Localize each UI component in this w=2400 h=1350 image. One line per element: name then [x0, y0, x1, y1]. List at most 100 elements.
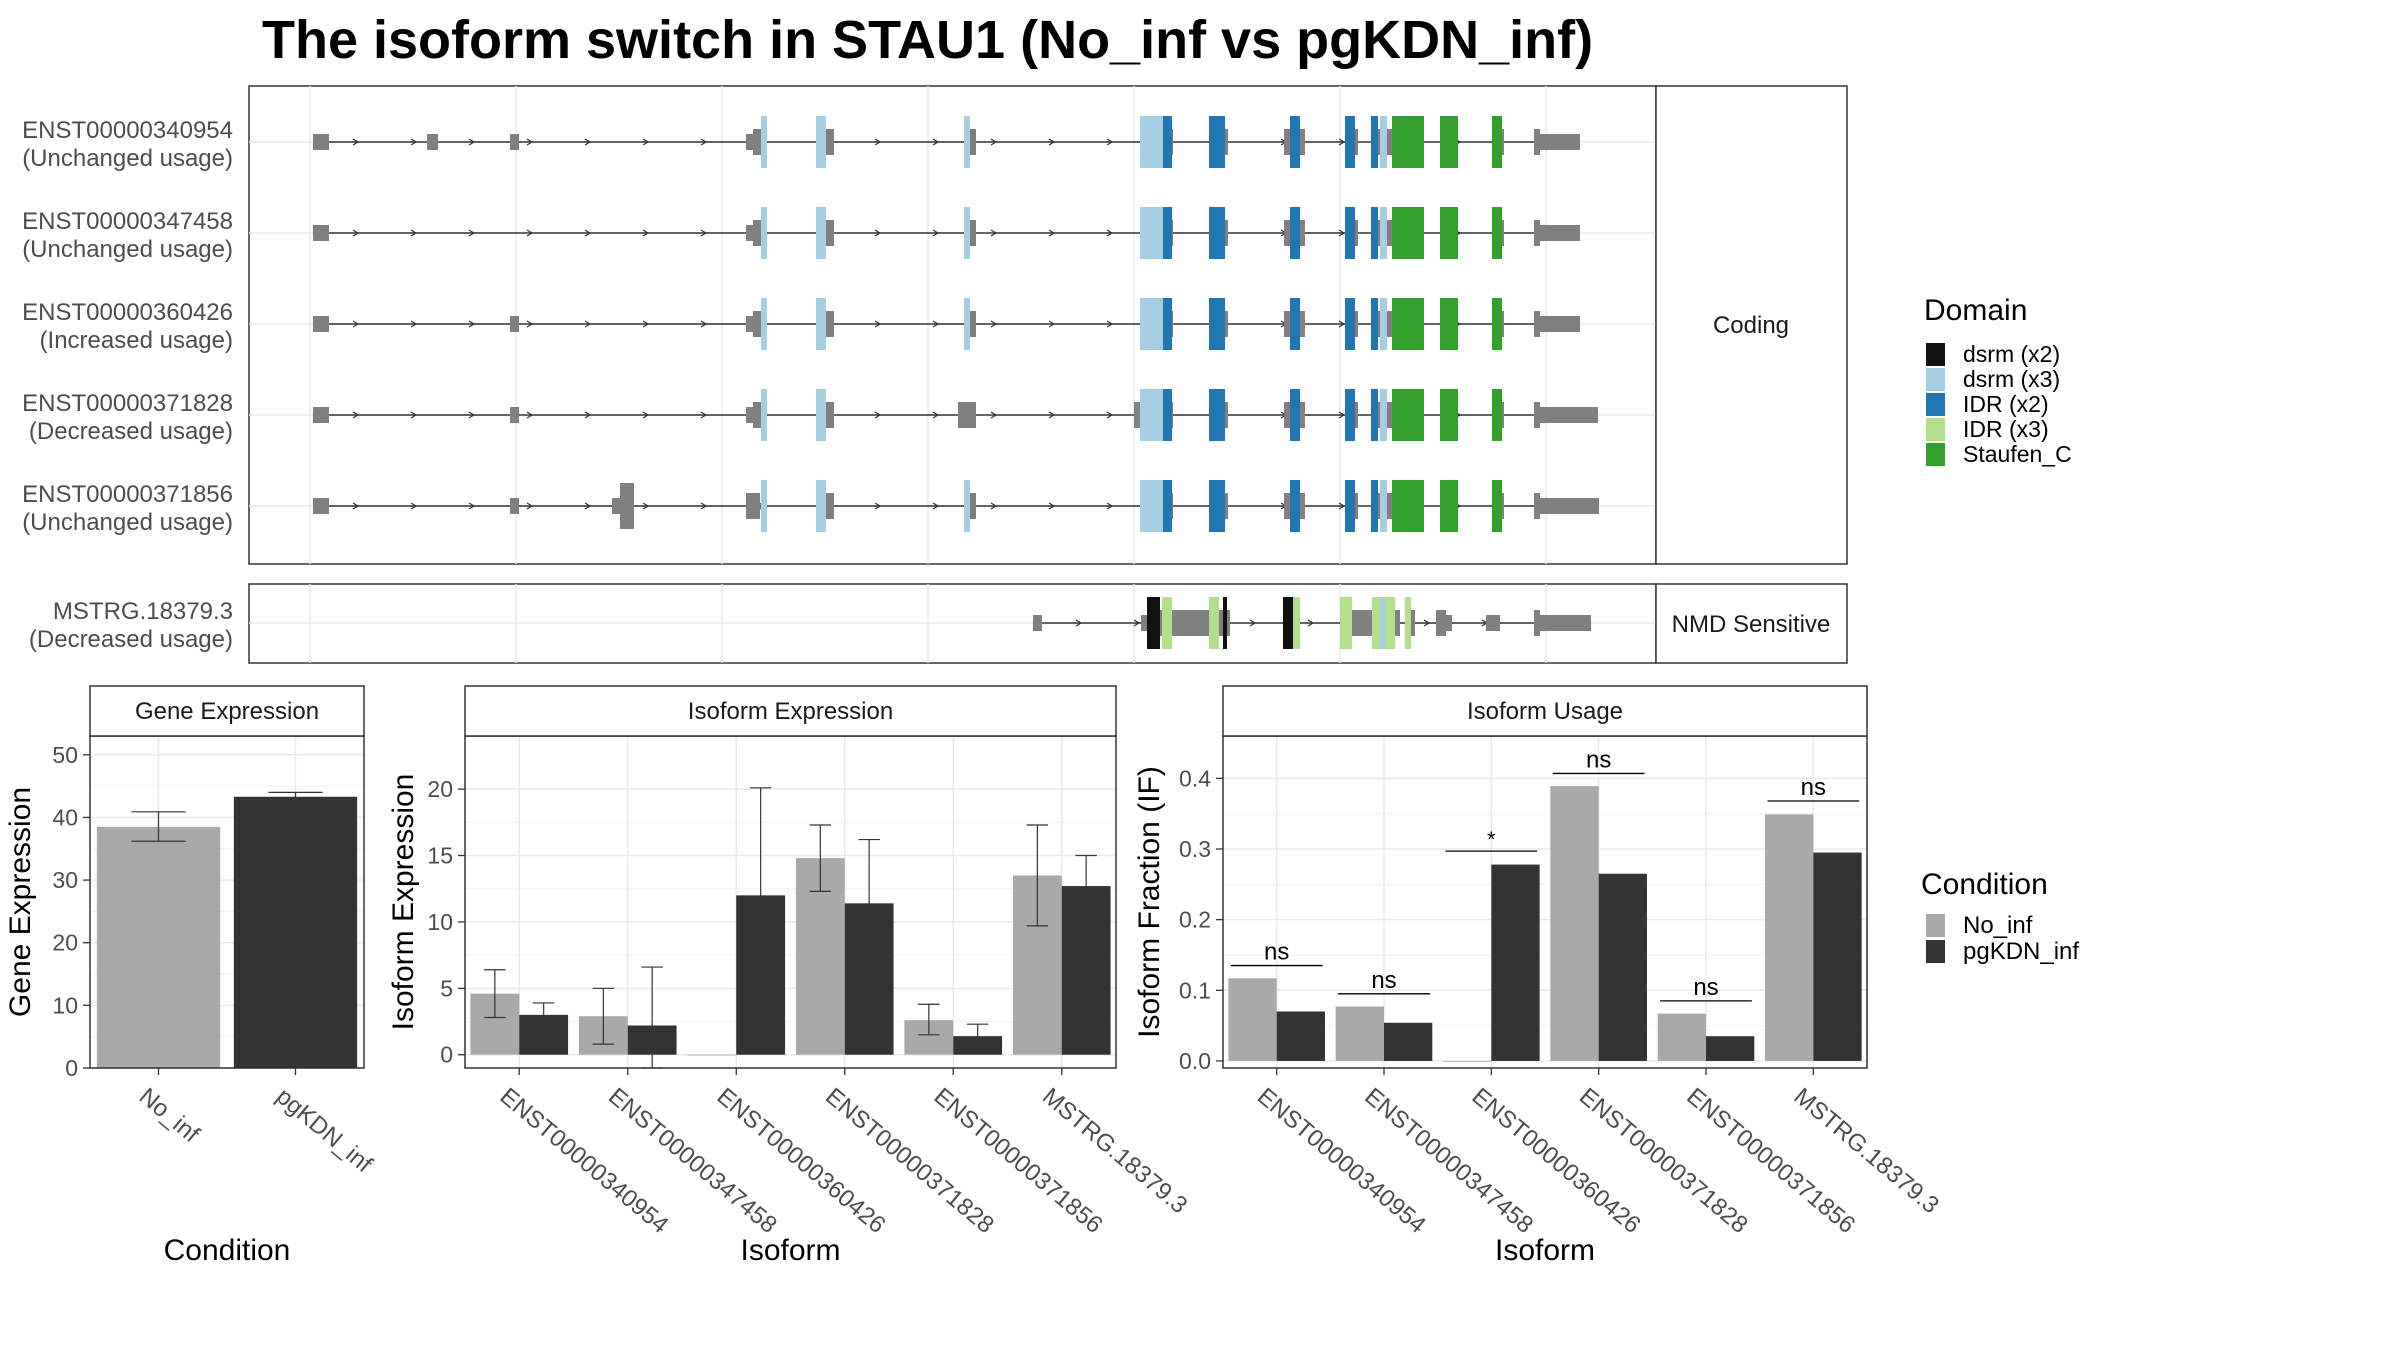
- strand-arrow: [584, 411, 592, 419]
- exon-block: [427, 134, 438, 150]
- protein-domain: [1290, 116, 1300, 168]
- strand-arrow: [526, 320, 534, 328]
- protein-domain: [816, 298, 826, 350]
- legend-label: dsrm (x2): [1963, 341, 2060, 367]
- strand-arrow: [1048, 502, 1056, 510]
- protein-domain: [1380, 480, 1387, 532]
- strand-arrow: [468, 229, 476, 237]
- strand-arrow: [1048, 138, 1056, 146]
- exon-block: [1486, 615, 1500, 631]
- bar: [1765, 814, 1814, 1061]
- strand-arrow: [584, 229, 592, 237]
- bar: [233, 796, 358, 1068]
- legend-label: pgKDN_inf: [1963, 938, 2079, 965]
- strand-arrow: [642, 320, 650, 328]
- figure-title: The isoform switch in STAU1 (No_inf vs p…: [262, 10, 1593, 70]
- strand-arrow: [1106, 320, 1114, 328]
- bar: [1276, 1011, 1325, 1061]
- y-axis-title: Gene Expression: [4, 787, 37, 1017]
- exon-block: [1534, 311, 1540, 337]
- significance-label: ns: [1586, 746, 1611, 773]
- exon-block: [313, 316, 329, 332]
- protein-domain: [761, 389, 767, 441]
- strand-arrow: [642, 411, 650, 419]
- exon-block: [958, 402, 976, 428]
- chart-panel: Isoform Expression05101520ENST0000034095…: [387, 685, 1192, 1267]
- exon-block: [313, 225, 329, 241]
- legend-key-no-inf: [1926, 914, 1945, 937]
- protein-domain: [1140, 207, 1163, 259]
- transcript-usage-label: (Unchanged usage): [22, 236, 233, 263]
- strand-arrow: [410, 138, 418, 146]
- bar: [1443, 1060, 1492, 1062]
- x-axis-title: Isoform: [740, 1234, 840, 1267]
- facet-strip-label: Gene Expression: [135, 698, 319, 725]
- strand-arrow: [468, 502, 476, 510]
- protein-domain: [1371, 389, 1378, 441]
- bar: [1813, 852, 1862, 1061]
- protein-domain: [1380, 116, 1387, 168]
- protein-domain: [1440, 298, 1458, 350]
- protein-domain: [1392, 207, 1424, 259]
- protein-domain: [1392, 480, 1424, 532]
- transcript-usage-label: (Unchanged usage): [22, 509, 233, 536]
- protein-domain: [1392, 298, 1424, 350]
- protein-domain: [1147, 597, 1160, 649]
- protein-domain: [1209, 116, 1225, 168]
- protein-domain: [1163, 298, 1172, 350]
- strand-arrow: [1075, 619, 1083, 627]
- protein-domain: [1162, 597, 1172, 649]
- strand-arrow: [526, 411, 534, 419]
- strand-arrow: [700, 229, 708, 237]
- bar: [1384, 1022, 1433, 1061]
- protein-domain: [1492, 298, 1502, 350]
- protein-domain: [1209, 389, 1225, 441]
- y-tick-label: 0: [440, 1042, 453, 1068]
- legend-label: IDR (x2): [1963, 391, 2049, 417]
- exon-block: [746, 493, 760, 519]
- y-axis-title: Isoform Expression: [387, 774, 420, 1031]
- x-axis-title: Condition: [164, 1234, 291, 1267]
- domain-legend: Domain dsrm (x2) dsrm (x3) IDR (x2) IDR …: [1924, 294, 2072, 467]
- strand-arrow: [932, 229, 940, 237]
- strand-arrow: [932, 138, 940, 146]
- strand-arrow: [700, 320, 708, 328]
- strand-arrow: [1048, 411, 1056, 419]
- protein-domain: [1492, 207, 1502, 259]
- strand-arrow: [874, 411, 882, 419]
- protein-domain: [1380, 207, 1387, 259]
- x-tick-label: pgKDN_inf: [271, 1083, 378, 1179]
- strand-arrow: [468, 320, 476, 328]
- exon-block: [1436, 610, 1446, 636]
- protein-domain: [1163, 480, 1172, 532]
- protein-domain: [761, 207, 767, 259]
- condition-legend: Condition No_inf pgKDN_inf: [1921, 868, 2079, 965]
- protein-domain: [816, 116, 826, 168]
- exon-block: [313, 134, 329, 150]
- exon-block: [1446, 615, 1452, 631]
- protein-domain: [964, 480, 970, 532]
- chart-panel: Gene Expression 0 10 20 30 40 50 No_inf pgKDN_in…: [4, 685, 378, 1267]
- exon-block: [313, 407, 329, 423]
- legend-key-idr-x2: [1926, 393, 1945, 416]
- exon-block: [1540, 134, 1580, 150]
- strand-arrow: [1423, 619, 1431, 627]
- transcript-labels: ENST00000340954 (Unchanged usage) ENST00…: [22, 117, 233, 653]
- protein-domain: [1209, 480, 1225, 532]
- exon-block: [1534, 610, 1540, 636]
- exon-block: [620, 483, 634, 529]
- exon-block: [1540, 615, 1591, 631]
- plot-background: [465, 736, 1116, 1068]
- legend-key-idr-x3: [1926, 418, 1945, 441]
- protein-domain: [1492, 389, 1502, 441]
- strand-arrow: [526, 229, 534, 237]
- legend-key-staufen-c: [1926, 443, 1945, 466]
- protein-domain: [1140, 480, 1163, 532]
- strand-arrow: [874, 138, 882, 146]
- protein-domain: [1290, 389, 1300, 441]
- y-tick-label: 20: [52, 930, 78, 956]
- exon-block: [313, 498, 329, 514]
- transcript-id-label: MSTRG.18379.3: [53, 598, 233, 625]
- strand-arrow: [1338, 138, 1346, 146]
- protein-domain: [1163, 207, 1172, 259]
